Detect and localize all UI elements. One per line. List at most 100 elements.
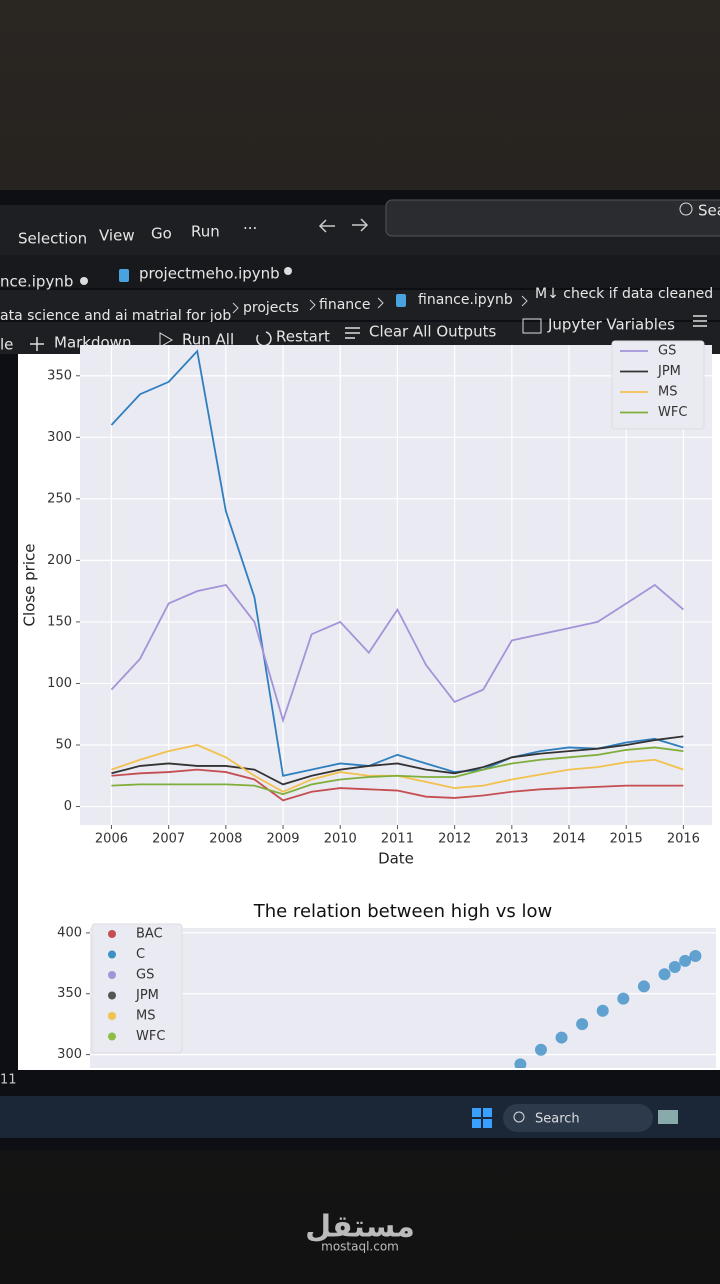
breadcrumb[interactable]: projects: [243, 300, 299, 316]
y-tick-label: 400: [57, 925, 82, 940]
toolbar-item[interactable]: Clear All Outputs: [369, 323, 496, 341]
menu-item[interactable]: Run: [191, 223, 220, 241]
y-tick-label: 200: [47, 553, 72, 568]
y-tick-label: 350: [47, 368, 72, 383]
file-icon: [396, 294, 406, 307]
legend-label: MS: [136, 1009, 155, 1024]
x-tick-label: 2009: [266, 832, 299, 847]
x-axis-label: Date: [378, 850, 414, 868]
toolbar-item[interactable]: Jupyter Variables: [547, 316, 675, 334]
scatter-point: [679, 954, 692, 967]
play-icon: [159, 332, 173, 348]
scatter-point: [576, 1018, 589, 1031]
watermark-site: mostaql.com: [321, 1240, 399, 1254]
taskbar-icon[interactable]: [658, 1110, 678, 1124]
scatter-point: [689, 950, 702, 962]
menu-item[interactable]: ···: [243, 220, 257, 238]
line-series: [110, 349, 684, 777]
legend-swatch: [108, 950, 116, 959]
chart: 0 50 100 150 200 250 300 350 2006 2007 2008 2009 201…: [21, 340, 712, 868]
scatter-point: [637, 980, 650, 993]
scatter-point: [596, 1004, 609, 1017]
scatter-point: [555, 1031, 568, 1044]
legend-label: GS: [658, 344, 676, 359]
toolbar-item[interactable]: Run All: [182, 331, 234, 349]
scatter-point: [668, 960, 681, 973]
legend-swatch: [108, 971, 116, 979]
legend-swatch: [108, 1012, 116, 1020]
chart-title: The relation between high vs low: [253, 901, 553, 922]
y-tick-label: 0: [64, 799, 72, 814]
y-tick-label: 150: [47, 614, 72, 629]
scatter-point: [617, 992, 630, 1005]
clear-icon: [345, 327, 360, 339]
cell-number: 11: [0, 1073, 17, 1088]
tab-bar: [0, 255, 720, 288]
line-series: [111, 746, 684, 796]
tab[interactable]: projectmeho.ipynb: [139, 265, 280, 283]
tab[interactable]: nce.ipynb: [0, 273, 73, 291]
nav-arrows[interactable]: [318, 218, 369, 233]
menu-item[interactable]: Selection: [18, 230, 87, 248]
y-axis-label: Close price: [21, 544, 39, 627]
taskbar-search[interactable]: [503, 1104, 653, 1132]
legend-label: JPM: [135, 988, 159, 1003]
scatter-point: [534, 1043, 547, 1056]
search-box[interactable]: [385, 199, 720, 237]
windows-logo[interactable]: [472, 1108, 492, 1128]
breadcrumb[interactable]: finance.ipynb: [418, 292, 513, 308]
plus-icon: [30, 337, 44, 351]
x-tick-label: 2010: [324, 832, 357, 847]
toolbar-item[interactable]: le: [0, 336, 13, 354]
x-tick-label: 2008: [209, 832, 242, 847]
x-tick-label: 2011: [381, 832, 414, 847]
search-icon: [513, 1111, 525, 1123]
x-tick-label: 2015: [610, 832, 643, 847]
breadcrumb[interactable]: M↓ check if data cleaned: [535, 286, 713, 302]
chart: The relation between high vs low 300 350 40…: [57, 901, 716, 1068]
line-series: [111, 735, 684, 786]
chevrons: [232, 295, 528, 314]
legend-swatch: [108, 991, 116, 1000]
search-text: Sea: [698, 202, 720, 220]
plot-area: [90, 928, 716, 1068]
y-tick-label: 300: [47, 430, 72, 445]
scatter-point: [658, 968, 671, 981]
menu-item[interactable]: View: [99, 227, 135, 245]
x-tick-label: 2016: [667, 832, 700, 847]
scatter-point: [514, 1058, 527, 1068]
toolbar-item[interactable]: Restart: [276, 328, 330, 346]
legend-label: WFC: [136, 1029, 165, 1044]
x-tick-label: 2007: [152, 832, 185, 847]
legend-swatch: [108, 930, 116, 938]
y-tick-label: 250: [47, 491, 72, 506]
breadcrumb-bar: [0, 290, 720, 320]
line-series: [111, 768, 684, 802]
menu-item[interactable]: Go: [151, 225, 172, 243]
legend-swatch: [108, 1032, 116, 1041]
variables-icon: [522, 318, 542, 334]
legend-label: MS: [658, 385, 677, 400]
modified-dot: [80, 277, 88, 285]
plot-marks: [514, 950, 702, 1068]
line-series: [110, 583, 684, 724]
y-tick-label: 50: [55, 738, 72, 753]
y-tick-label: 350: [57, 986, 82, 1001]
legend-box: [611, 340, 705, 430]
y-tick-label: 100: [47, 676, 72, 691]
legend-label: WFC: [658, 405, 687, 420]
legend-label: GS: [136, 968, 154, 983]
breadcrumb[interactable]: finance: [319, 297, 370, 313]
x-tick-label: 2006: [95, 832, 128, 847]
menu-icon: [693, 315, 707, 327]
watermark-logo: مستقل: [305, 1210, 415, 1245]
x-tick-label: 2012: [438, 832, 471, 847]
plot-marks: [110, 349, 684, 802]
taskbar-search-text: Search: [535, 1112, 580, 1127]
modified-dot: [284, 267, 292, 275]
legend-label: C: [136, 947, 145, 962]
breadcrumb[interactable]: ata science and ai matrial for job: [0, 308, 231, 324]
y-tick-label: 300: [57, 1047, 82, 1062]
x-tick-label: 2014: [552, 832, 585, 847]
